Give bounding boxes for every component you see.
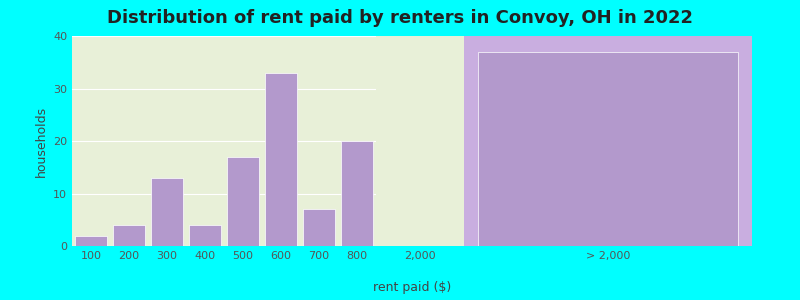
Bar [227, 157, 259, 246]
Bar [478, 52, 738, 246]
Bar [265, 73, 297, 246]
Bar [75, 236, 107, 246]
Text: rent paid ($): rent paid ($) [373, 281, 451, 294]
Bar [303, 209, 335, 246]
Y-axis label: households: households [34, 105, 47, 177]
Bar [341, 141, 373, 246]
Bar [113, 225, 145, 246]
Text: Distribution of rent paid by renters in Convoy, OH in 2022: Distribution of rent paid by renters in … [107, 9, 693, 27]
Bar [151, 178, 183, 246]
Bar [189, 225, 221, 246]
